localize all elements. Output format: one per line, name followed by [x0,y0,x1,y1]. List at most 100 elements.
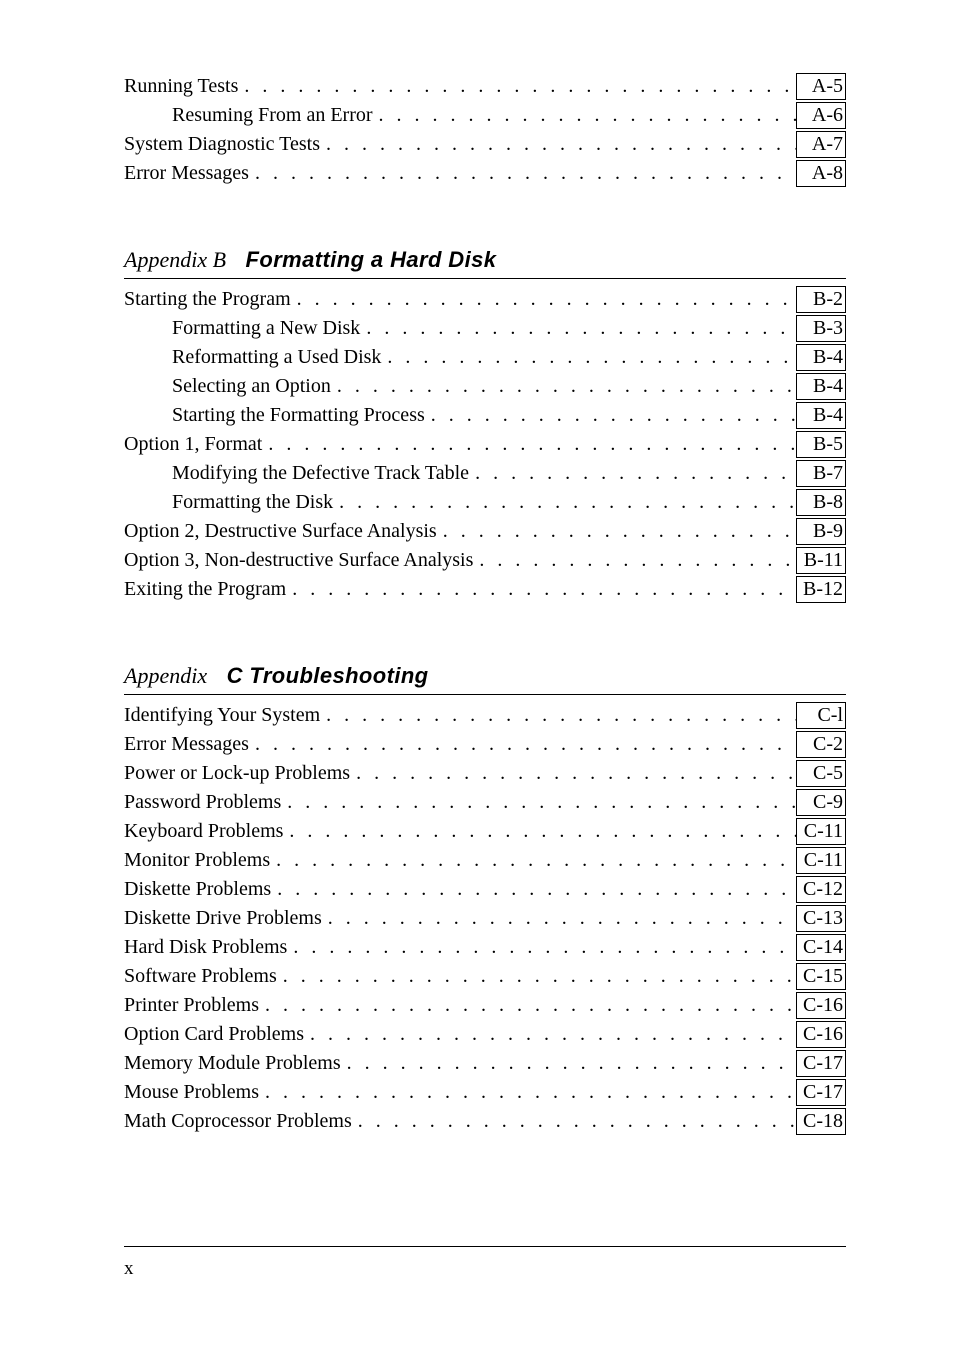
toc-entry-page[interactable]: B-5 [796,431,846,458]
toc-entry-label: Modifying the Defective Track Table [172,459,469,488]
toc-entry-page[interactable]: B-4 [796,373,846,400]
toc-entry: Modifying the Defective Track Table B-7 [124,459,846,488]
toc-entry-page[interactable]: A-5 [796,73,846,100]
toc-entry-page[interactable]: B-9 [796,518,846,545]
toc-dot-leader [259,991,796,1020]
toc-entry-page[interactable]: C-13 [796,905,846,932]
toc-entry: Option 2, Destructive Surface Analysis B-… [124,517,846,546]
toc-entry-label: Error Messages [124,730,249,759]
toc-entry-page[interactable]: B-7 [796,460,846,487]
toc-dot-leader [341,1049,796,1078]
toc-dot-leader [322,904,796,933]
toc-entry: Software Problems C-15 [124,962,846,991]
toc-entry-label: Option 2, Destructive Surface Analysis [124,517,437,546]
toc-entries-appendix-b: Starting the ProgramB-2Formatting a New … [124,285,846,604]
toc-entry-page[interactable]: B-2 [796,286,846,313]
toc-entry-label: Keyboard Problems [124,817,283,846]
toc-entry-label: Option Card Problems [124,1020,304,1049]
toc-entry-label: Identifying Your System [124,701,320,730]
toc-entry: Option 1, FormatB-5 [124,430,846,459]
toc-entry: Resuming From an Error A-6 [124,101,846,130]
toc-entry: Formatting a New DiskB-3 [124,314,846,343]
toc-entry: Running Tests A-5 [124,72,846,101]
toc-dot-leader [283,817,796,846]
page-number: x [124,1258,134,1279]
toc-entry-label: Software Problems [124,962,277,991]
toc-entry: Password Problems C-9 [124,788,846,817]
toc-dot-leader [270,846,796,875]
toc-entry-page[interactable]: B-12 [796,576,846,603]
toc-entry-label: Mouse Problems [124,1078,259,1107]
toc-dot-leader [249,159,796,188]
toc-entry-page[interactable]: C-17 [796,1050,846,1077]
toc-entry-page[interactable]: C-12 [796,876,846,903]
toc-entry: Starting the ProgramB-2 [124,285,846,314]
toc-dot-leader [271,875,796,904]
section-heading-appendix-c: Appendix C Troubleshooting [124,660,846,695]
toc-entry-label: Printer Problems [124,991,259,1020]
toc-dot-leader [360,314,796,343]
toc-dot-leader [277,962,796,991]
toc-entry: Identifying Your System C-l [124,701,846,730]
toc-entry-page[interactable]: C-18 [796,1108,846,1135]
toc-dot-leader [425,401,796,430]
toc-dot-leader [469,459,796,488]
toc-dot-leader [320,701,796,730]
toc-entry: Formatting the Disk B-8 [124,488,846,517]
toc-entry-page[interactable]: B-4 [796,402,846,429]
toc-dot-leader [281,788,796,817]
toc-entry-page[interactable]: C-14 [796,934,846,961]
toc-entry-page[interactable]: A-6 [796,102,846,129]
toc-entry-page[interactable]: C-17 [796,1079,846,1106]
toc-entry-page[interactable]: A-8 [796,160,846,187]
toc-entry-label: Power or Lock-up Problems [124,759,350,788]
toc-entry-label: Password Problems [124,788,281,817]
toc-entry: Exiting the ProgramB-12 [124,575,846,604]
toc-entry: System Diagnostic TestsA-7 [124,130,846,159]
toc-entry-page[interactable]: C-11 [796,818,846,845]
toc-entry-label: Monitor Problems [124,846,270,875]
toc-dot-leader [287,933,796,962]
toc-entry-page[interactable]: C-l [796,702,846,729]
appendix-b-title: Formatting a Hard Disk [246,247,497,272]
toc-dot-leader [291,285,796,314]
appendix-c-title: C Troubleshooting [227,663,429,688]
toc-entry-page[interactable]: B-4 [796,344,846,371]
toc-entry-page[interactable]: C-16 [796,992,846,1019]
toc-entry: Mouse Problems C-17 [124,1078,846,1107]
toc-entry-label: Error Messages [124,159,249,188]
toc-entry-page[interactable]: C-11 [796,847,846,874]
toc-entries-appendix-c: Identifying Your SystemC-lError Messages… [124,701,846,1136]
toc-entry-label: Resuming From an Error [172,101,373,130]
toc-dot-leader [473,546,796,575]
toc-entry: Selecting an Option B-4 [124,372,846,401]
toc-entry: Starting the Formatting ProcessB-4 [124,401,846,430]
toc-dot-leader [304,1020,796,1049]
toc-dot-leader [352,1107,796,1136]
toc-entry-page[interactable]: C-5 [796,760,846,787]
toc-entry-page[interactable]: B-8 [796,489,846,516]
toc-entry: Error Messages C-2 [124,730,846,759]
toc-dot-leader [437,517,796,546]
toc-entry-label: Option 3, Non-destructive Surface Analys… [124,546,473,575]
toc-entry: Memory Module Problems C-17 [124,1049,846,1078]
toc-entry-label: Running Tests [124,72,238,101]
toc-entry-page[interactable]: A-7 [796,131,846,158]
toc-dot-leader [286,575,796,604]
toc-entry-page[interactable]: C-15 [796,963,846,990]
toc-entry-label: Formatting the Disk [172,488,333,517]
toc-dot-leader [333,488,796,517]
toc-dot-leader [320,130,796,159]
toc-entry: Option Card Problems C-16 [124,1020,846,1049]
toc-entry-page[interactable]: C-2 [796,731,846,758]
toc-dot-leader [262,430,796,459]
toc-entry-page[interactable]: B-3 [796,315,846,342]
toc-entry-label: Memory Module Problems [124,1049,341,1078]
toc-entry-label: Diskette Problems [124,875,271,904]
toc-entry-page[interactable]: B-11 [796,547,846,574]
toc-entry-label: Selecting an Option [172,372,331,401]
toc-entry-page[interactable]: C-16 [796,1021,846,1048]
toc-entry: Diskette Problems C-12 [124,875,846,904]
toc-entry-page[interactable]: C-9 [796,789,846,816]
toc-dot-leader [381,343,796,372]
